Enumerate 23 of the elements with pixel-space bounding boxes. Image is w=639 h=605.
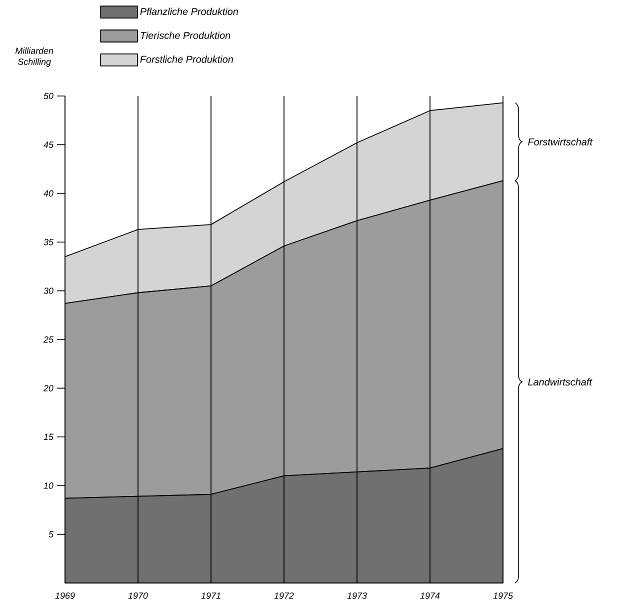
x-tick-label: 1970 [128, 592, 148, 599]
legend-label: Pflanzliche Produktion [140, 8, 238, 16]
x-tick-label: 1969 [55, 592, 75, 599]
y-tick-label: 50 [44, 92, 54, 100]
text: Forstwirtschaft [528, 138, 593, 146]
y-tick-label: 45 [44, 142, 54, 148]
y-tick-label: 5 [48, 531, 54, 538]
x-tick-label: 1973 [347, 592, 367, 599]
y-tick-label: 30 [44, 288, 54, 294]
y-tick-label: 25 [43, 336, 54, 343]
y-axis-title: Milliarden Schilling [15, 47, 54, 67]
text: Landwirtschaft [528, 378, 592, 386]
y-tick-label: 10 [44, 482, 54, 489]
y-tick-label: 35 [44, 238, 54, 246]
x-tick-label: 1975 [493, 592, 513, 599]
y-tick-label: 20 [43, 385, 54, 392]
legend-label: Forstliche Produktion [140, 56, 234, 63]
y-tick-label: 40 [44, 190, 54, 197]
x-tick-label: 1972 [274, 592, 294, 599]
y-tick-label: 15 [44, 434, 54, 440]
x-tick-label: 1971 [201, 592, 220, 599]
legend-label: Tierische Produktion [140, 32, 230, 39]
x-tick-label: 1974 [420, 592, 440, 599]
